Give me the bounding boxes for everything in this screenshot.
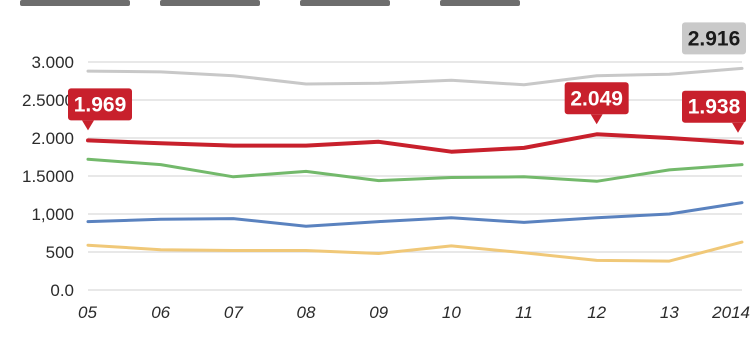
callout-box xyxy=(564,82,629,115)
value-callout: 1.969 xyxy=(68,88,132,131)
x-tick-label: 12 xyxy=(587,303,606,322)
callout-label: 2.049 xyxy=(570,87,623,110)
grid-layer xyxy=(88,61,742,291)
callout-box xyxy=(682,22,746,55)
y-tick-label: 0.0 xyxy=(50,281,74,300)
x-tick-label: 11 xyxy=(515,303,533,322)
x-tick-label: 09 xyxy=(369,303,388,322)
series-line xyxy=(86,132,744,154)
y-tick-label: 2.000 xyxy=(31,129,74,148)
value-callout: 2.916 xyxy=(682,22,746,55)
value-callout: 1.938 xyxy=(682,90,746,133)
cropped-header-strip xyxy=(0,0,752,14)
x-tick-label: 10 xyxy=(442,303,461,322)
y-tick-label: 500 xyxy=(46,243,74,262)
x-tick-label: 05 xyxy=(78,303,97,322)
cropped-title-fragment xyxy=(440,0,520,6)
series-line xyxy=(86,157,744,183)
data-callouts: 2.916 1.969 2.049 1.938 xyxy=(68,22,746,133)
x-tick-label: 13 xyxy=(660,303,679,322)
x-tick-label: 07 xyxy=(224,303,243,322)
x-axis-ticks: 05 06 07 08 09 10 11 12 13 2014 xyxy=(78,303,750,322)
cropped-title-fragment xyxy=(300,0,390,6)
callout-label: 1.938 xyxy=(688,96,741,119)
x-tick-label: 2014 xyxy=(711,303,750,322)
y-tick-label: 1.5000 xyxy=(22,167,74,186)
y-axis-ticks: 0.0 500 1,000 1.5000 2.000 2.5000 3.000 xyxy=(22,53,74,300)
series-line xyxy=(86,201,744,228)
cropped-title-fragment xyxy=(20,0,130,6)
callout-pointer xyxy=(590,114,603,125)
callout-label: 2.916 xyxy=(688,27,741,50)
callout-box xyxy=(68,88,132,121)
series-line xyxy=(86,66,744,87)
callout-box xyxy=(682,90,746,123)
series-lines xyxy=(86,66,744,263)
callout-label: 1.969 xyxy=(74,93,127,116)
cropped-title-fragment xyxy=(160,0,260,6)
y-tick-label: 1,000 xyxy=(31,205,74,224)
series-line xyxy=(86,240,744,263)
y-tick-label: 2.5000 xyxy=(22,91,74,110)
y-tick-label: 3.000 xyxy=(31,53,74,72)
x-tick-label: 06 xyxy=(151,303,170,322)
x-tick-label: 08 xyxy=(297,303,316,322)
callout-pointer xyxy=(732,122,744,133)
callout-pointer xyxy=(82,120,94,131)
value-callout: 2.049 xyxy=(564,82,629,125)
